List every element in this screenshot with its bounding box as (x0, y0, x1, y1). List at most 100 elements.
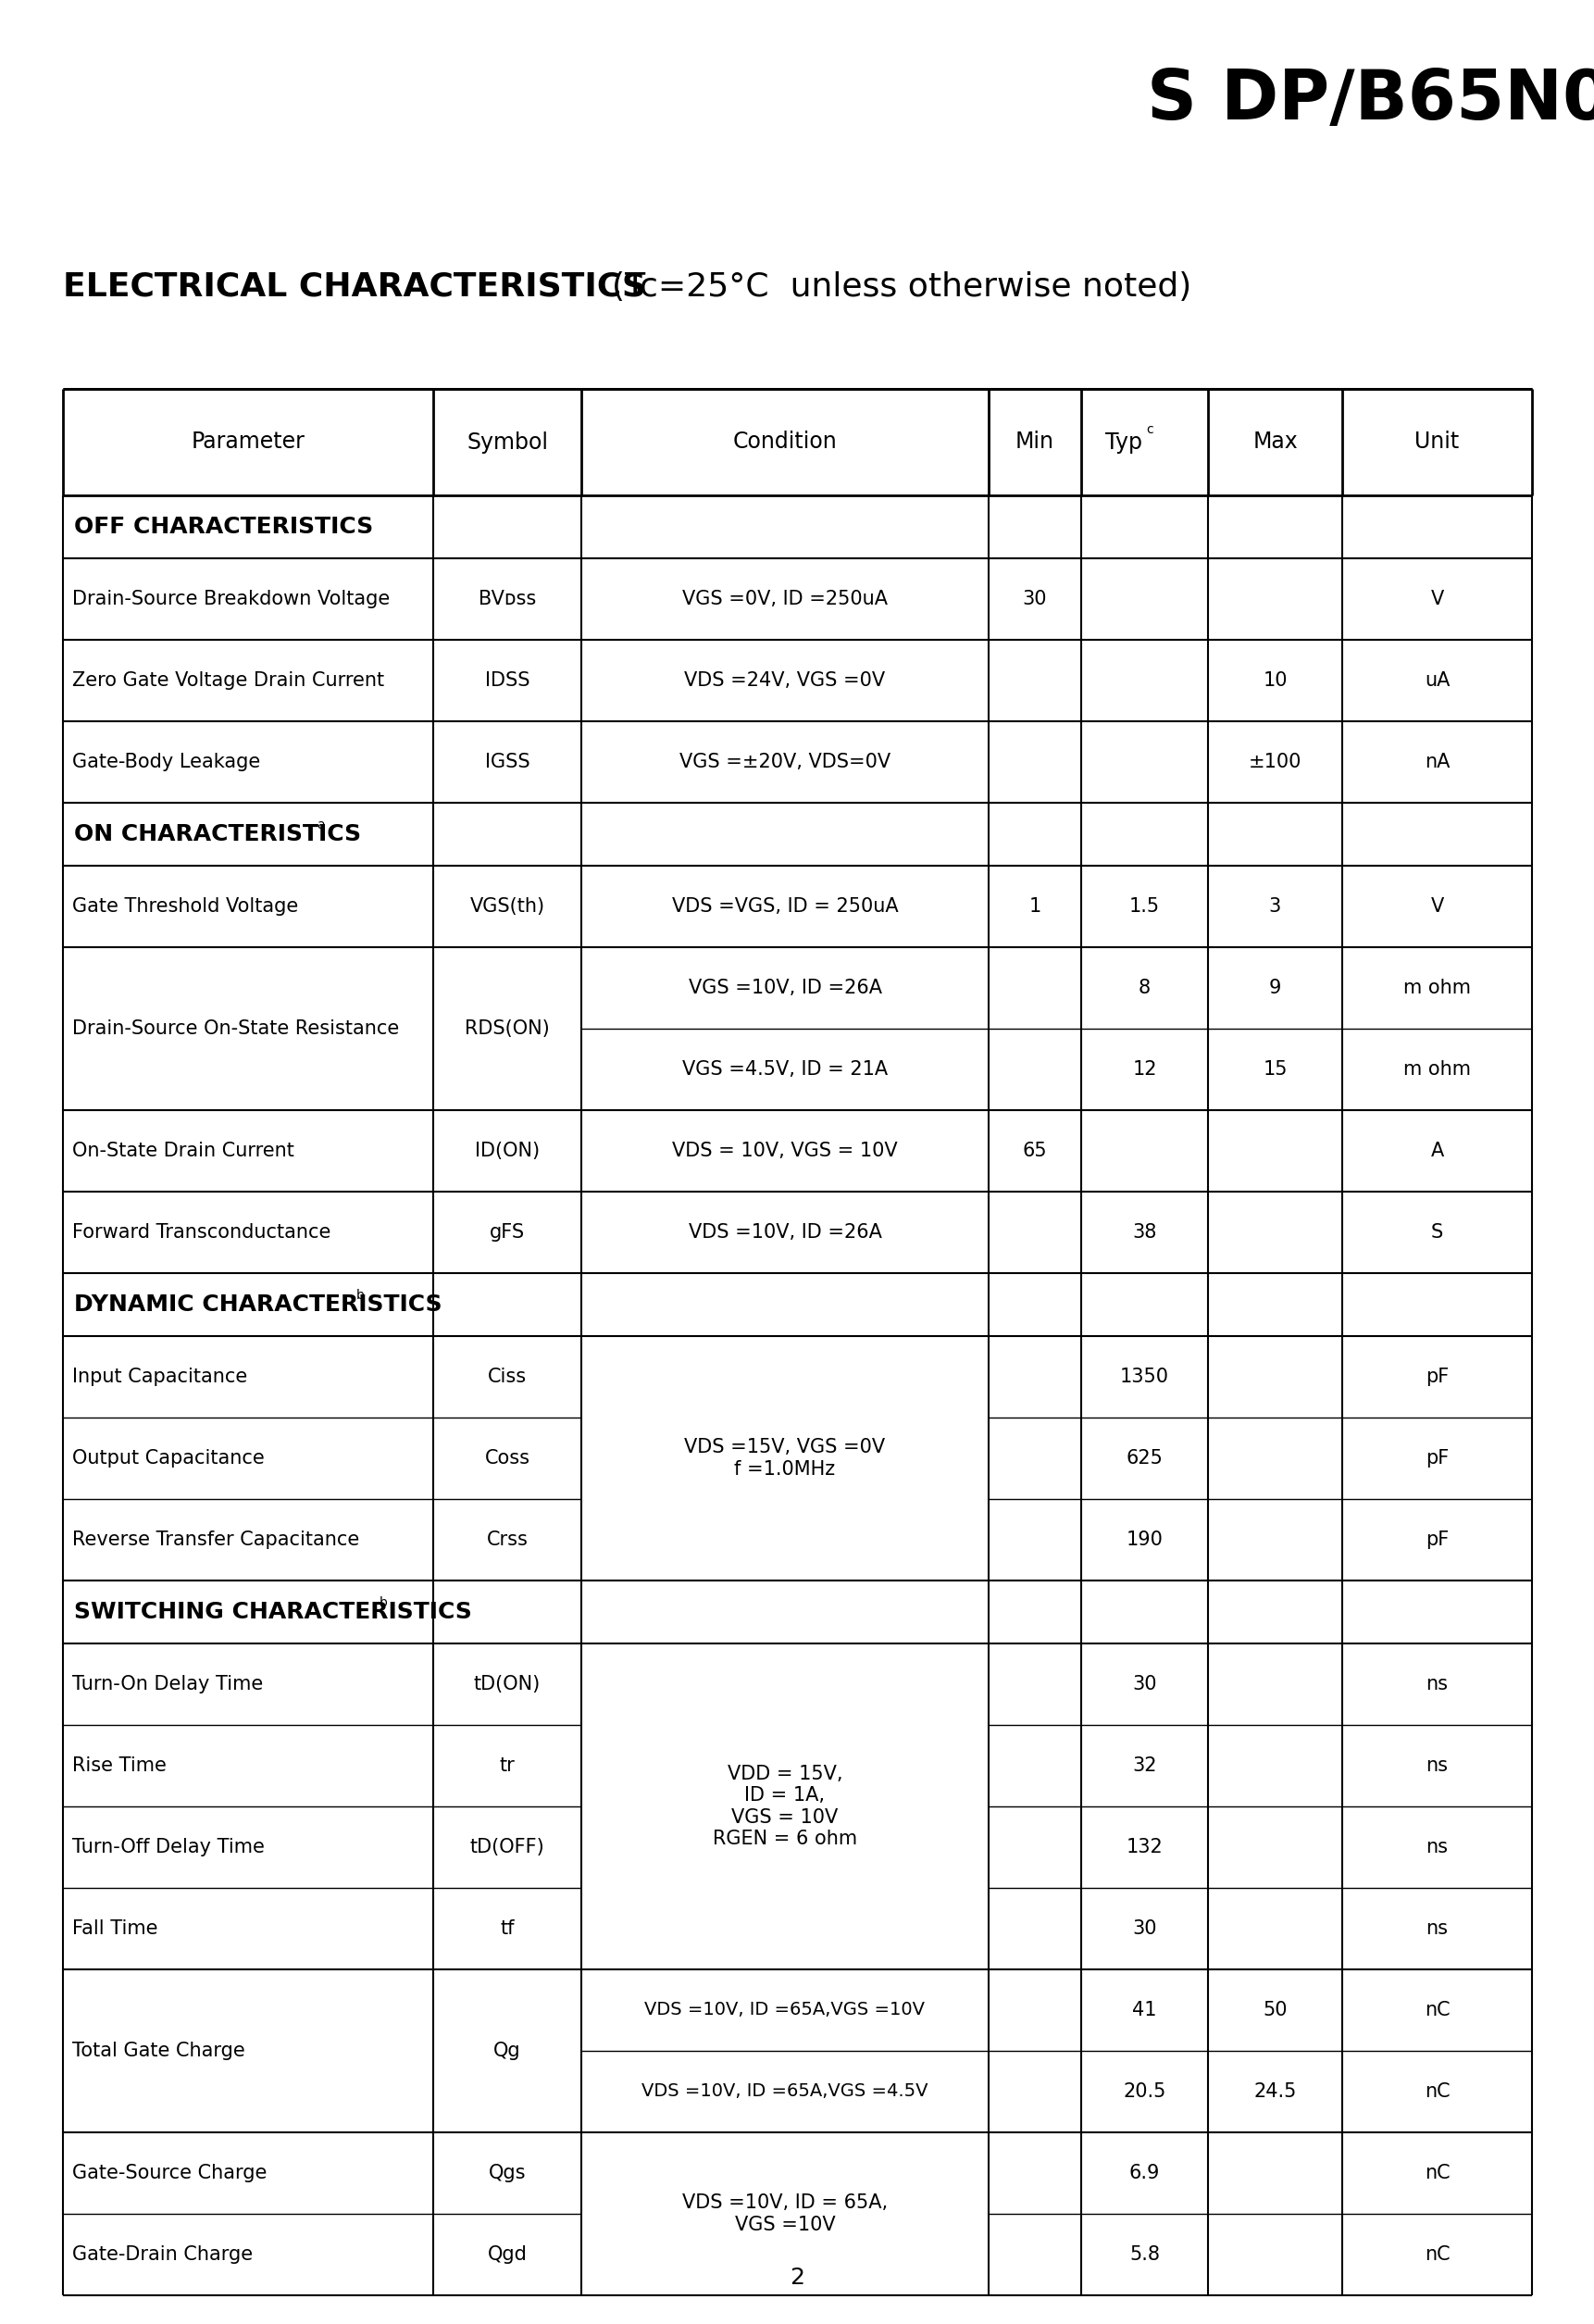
Text: nC: nC (1425, 2001, 1451, 2020)
Text: 41: 41 (1132, 2001, 1157, 2020)
Text: VDS =15V, VGS =0V
f =1.0MHz: VDS =15V, VGS =0V f =1.0MHz (684, 1439, 885, 1478)
Text: 1.5: 1.5 (1129, 897, 1160, 916)
Text: tD(OFF): tD(OFF) (470, 1838, 545, 1857)
Text: m ohm: m ohm (1403, 1060, 1471, 1078)
Text: 190: 190 (1125, 1532, 1164, 1550)
Text: V: V (1430, 590, 1444, 609)
Text: 65: 65 (1023, 1141, 1047, 1160)
Text: 15: 15 (1262, 1060, 1288, 1078)
Text: Drain-Source On-State Resistance: Drain-Source On-State Resistance (72, 1020, 399, 1039)
Text: Qgs: Qgs (488, 2164, 526, 2182)
Text: Reverse Transfer Capacitance: Reverse Transfer Capacitance (72, 1532, 359, 1550)
Text: Qg: Qg (494, 2040, 521, 2059)
Text: VGS(th): VGS(th) (470, 897, 545, 916)
Text: 12: 12 (1132, 1060, 1157, 1078)
Text: Gate-Drain Charge: Gate-Drain Charge (72, 2245, 253, 2264)
Text: nA: nA (1425, 753, 1451, 772)
Text: nC: nC (1425, 2164, 1451, 2182)
Text: Gate-Source Charge: Gate-Source Charge (72, 2164, 266, 2182)
Text: 1350: 1350 (1121, 1367, 1168, 1385)
Text: tf: tf (501, 1920, 515, 1938)
Text: 132: 132 (1127, 1838, 1164, 1857)
Text: 32: 32 (1132, 1757, 1157, 1776)
Text: pF: pF (1425, 1367, 1449, 1385)
Text: BVᴅss: BVᴅss (478, 590, 536, 609)
Text: 9: 9 (1269, 978, 1282, 997)
Text: Condition: Condition (733, 430, 837, 453)
Text: On-State Drain Current: On-State Drain Current (72, 1141, 295, 1160)
Text: VDD = 15V,
ID = 1A,
VGS = 10V
RGEN = 6 ohm: VDD = 15V, ID = 1A, VGS = 10V RGEN = 6 o… (713, 1764, 858, 1848)
Text: Total Gate Charge: Total Gate Charge (72, 2040, 245, 2059)
Text: pF: pF (1425, 1450, 1449, 1466)
Text: nC: nC (1425, 2082, 1451, 2101)
Text: VDS = 10V, VGS = 10V: VDS = 10V, VGS = 10V (673, 1141, 897, 1160)
Text: Forward Transconductance: Forward Transconductance (72, 1222, 332, 1241)
Text: VDS =10V, ID =65A,VGS =4.5V: VDS =10V, ID =65A,VGS =4.5V (642, 2082, 928, 2101)
Text: ns: ns (1427, 1920, 1449, 1938)
Text: VGS =±20V, VDS=0V: VGS =±20V, VDS=0V (679, 753, 891, 772)
Text: Turn-Off Delay Time: Turn-Off Delay Time (72, 1838, 265, 1857)
Text: Coss: Coss (485, 1450, 529, 1466)
Text: Turn-On Delay Time: Turn-On Delay Time (72, 1676, 263, 1694)
Text: 20.5: 20.5 (1124, 2082, 1167, 2101)
Text: 10: 10 (1262, 672, 1288, 690)
Text: 50: 50 (1262, 2001, 1288, 2020)
Text: Gate Threshold Voltage: Gate Threshold Voltage (72, 897, 298, 916)
Text: Input Capacitance: Input Capacitance (72, 1367, 247, 1385)
Text: tD(ON): tD(ON) (473, 1676, 540, 1694)
Text: (Tc=25°C  unless otherwise noted): (Tc=25°C unless otherwise noted) (590, 272, 1192, 302)
Text: IGSS: IGSS (485, 753, 529, 772)
Text: 2: 2 (789, 2266, 805, 2289)
Text: V: V (1430, 897, 1444, 916)
Text: Gate-Body Leakage: Gate-Body Leakage (72, 753, 260, 772)
Text: b: b (357, 1290, 365, 1301)
Text: VDS =10V, ID =65A,VGS =10V: VDS =10V, ID =65A,VGS =10V (644, 2001, 925, 2020)
Text: RDS(ON): RDS(ON) (465, 1020, 550, 1039)
Text: OFF CHARACTERISTICS: OFF CHARACTERISTICS (73, 516, 373, 537)
Text: S: S (1431, 1222, 1443, 1241)
Text: ON CHARACTERISTICS: ON CHARACTERISTICS (73, 823, 370, 846)
Text: SWITCHING CHARACTERISTICS: SWITCHING CHARACTERISTICS (73, 1601, 480, 1622)
Text: VGS =4.5V, ID = 21A: VGS =4.5V, ID = 21A (682, 1060, 888, 1078)
Text: Crss: Crss (486, 1532, 528, 1550)
Text: ID(ON): ID(ON) (475, 1141, 540, 1160)
Text: uA: uA (1425, 672, 1451, 690)
Text: 30: 30 (1132, 1920, 1157, 1938)
Text: ns: ns (1427, 1838, 1449, 1857)
Text: VGS =0V, ID =250uA: VGS =0V, ID =250uA (682, 590, 888, 609)
Text: m ohm: m ohm (1403, 978, 1471, 997)
Text: Max: Max (1253, 430, 1298, 453)
Text: Parameter: Parameter (191, 430, 304, 453)
Text: VDS =24V, VGS =0V: VDS =24V, VGS =0V (684, 672, 885, 690)
Text: DYNAMIC CHARACTERISTICS: DYNAMIC CHARACTERISTICS (73, 1294, 450, 1315)
Text: 30: 30 (1023, 590, 1047, 609)
Text: 24.5: 24.5 (1253, 2082, 1296, 2101)
Text: 625: 625 (1125, 1450, 1164, 1466)
Text: nC: nC (1425, 2245, 1451, 2264)
Text: 6.9: 6.9 (1129, 2164, 1160, 2182)
Text: Min: Min (1015, 430, 1054, 453)
Text: Rise Time: Rise Time (72, 1757, 166, 1776)
Text: pF: pF (1425, 1532, 1449, 1550)
Text: ±100: ±100 (1248, 753, 1302, 772)
Text: 30: 30 (1132, 1676, 1157, 1694)
Text: VDS =10V, ID = 65A,
VGS =10V: VDS =10V, ID = 65A, VGS =10V (682, 2194, 888, 2233)
Text: 38: 38 (1132, 1222, 1157, 1241)
Text: S DP/B65N03L: S DP/B65N03L (1148, 65, 1594, 135)
Text: Unit: Unit (1415, 430, 1460, 453)
Text: Ciss: Ciss (488, 1367, 526, 1385)
Text: a: a (317, 818, 325, 832)
Text: Fall Time: Fall Time (72, 1920, 158, 1938)
Text: ELECTRICAL CHARACTERISTICS: ELECTRICAL CHARACTERISTICS (62, 272, 646, 302)
Text: Typ: Typ (1106, 430, 1143, 453)
Text: b: b (379, 1597, 387, 1608)
Text: Symbol: Symbol (467, 430, 548, 453)
Text: Drain-Source Breakdown Voltage: Drain-Source Breakdown Voltage (72, 590, 391, 609)
Text: 8: 8 (1138, 978, 1151, 997)
Text: c: c (1146, 423, 1154, 437)
Text: VDS =10V, ID =26A: VDS =10V, ID =26A (689, 1222, 881, 1241)
Text: IDSS: IDSS (485, 672, 529, 690)
Text: Zero Gate Voltage Drain Current: Zero Gate Voltage Drain Current (72, 672, 384, 690)
Text: VGS =10V, ID =26A: VGS =10V, ID =26A (689, 978, 881, 997)
Text: A: A (1430, 1141, 1444, 1160)
